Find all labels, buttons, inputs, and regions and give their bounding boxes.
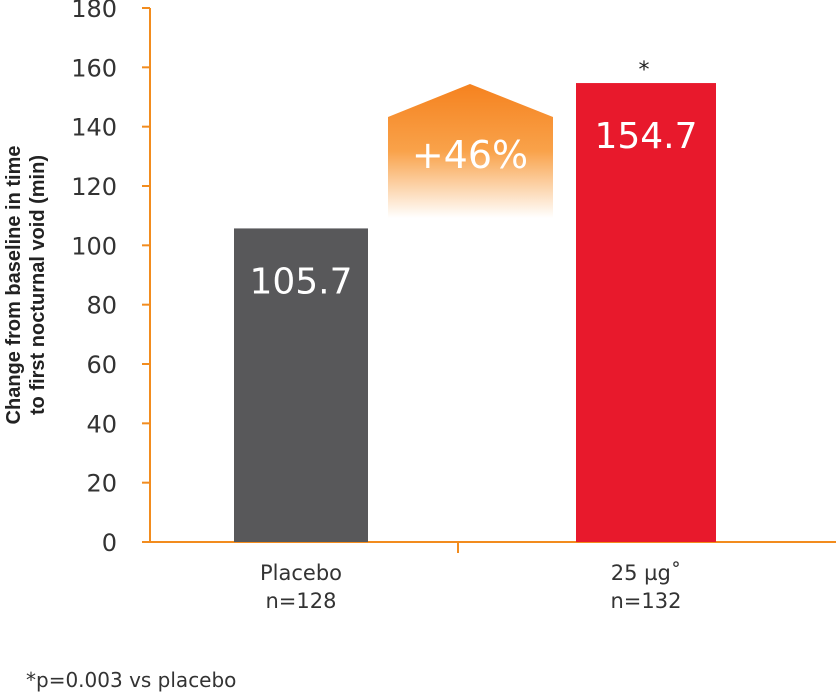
y-tick-label: 160	[71, 54, 117, 82]
x-category-n-label: n=128	[266, 589, 337, 613]
y-axis-title-line1: Change from baseline in time	[3, 146, 25, 425]
significance-asterisk: *	[639, 58, 650, 83]
y-axis-title-line2: to first nocturnal void (min)	[27, 155, 49, 415]
x-category-n-label: n=132	[611, 589, 682, 613]
y-tick-label: 0	[102, 529, 117, 557]
difference-badge: +46%	[388, 84, 553, 218]
x-axis: Placebo n=128 25 µg˚ n=132	[150, 541, 836, 613]
y-tick-label: 100	[71, 232, 117, 260]
y-tick-label: 60	[86, 351, 117, 379]
x-category-label: Placebo	[260, 561, 342, 585]
y-tick-label: 180	[71, 0, 117, 23]
y-tick-label: 120	[71, 173, 117, 201]
bar-value-label: 154.7	[594, 116, 697, 157]
bars: 105.7 154.7 *	[234, 58, 716, 542]
bar-value-label: 105.7	[249, 261, 352, 302]
y-tick-label: 40	[86, 410, 117, 438]
y-tick-label: 140	[71, 114, 117, 142]
y-tick-label: 20	[86, 470, 117, 498]
difference-label: +46%	[412, 133, 528, 177]
y-axis-title: Change from baseline in time to first no…	[3, 146, 49, 425]
footnote: *p=0.003 vs placebo	[26, 668, 237, 692]
difference-arrow-shape	[388, 84, 553, 218]
y-tick-label: 80	[86, 292, 117, 320]
bar	[576, 83, 716, 542]
y-axis: 0 20 40 60 80 100 120 140 160 180	[71, 0, 151, 557]
x-category-label: 25 µg˚	[611, 561, 682, 585]
bar	[234, 228, 368, 542]
